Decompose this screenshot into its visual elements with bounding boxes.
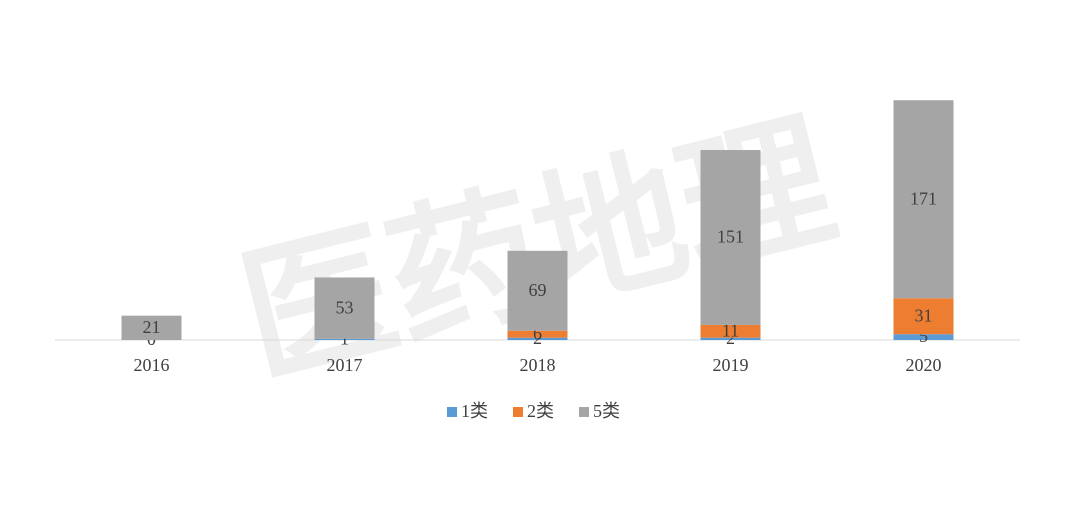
data-label: 31: [915, 305, 933, 325]
data-label: 151: [717, 227, 744, 247]
x-tick-label: 2017: [327, 355, 363, 375]
legend-swatch: [579, 407, 589, 417]
data-label: 2: [533, 328, 542, 348]
data-label: 2: [726, 328, 735, 348]
bar-segment: [893, 298, 954, 335]
legend-label: 2类: [527, 401, 554, 421]
bar-segment: [700, 324, 761, 338]
x-tick-label: 2016: [134, 355, 170, 375]
legend-swatch: [447, 407, 457, 417]
legend-label: 5类: [593, 401, 620, 421]
bar-segment: [507, 330, 568, 338]
bar-segment: [700, 337, 761, 340]
bar-segment: [121, 315, 182, 340]
x-tick-label: 2019: [713, 355, 749, 375]
bar-segment: [314, 277, 375, 339]
legend-label: 1类: [461, 401, 488, 421]
data-label: 171: [910, 188, 937, 208]
bar-segment: [314, 338, 375, 340]
x-tick-label: 2018: [520, 355, 556, 375]
data-label: 53: [336, 297, 354, 317]
bar-segment: [893, 100, 954, 299]
bar-segment: [507, 250, 568, 331]
bar-segment: [507, 337, 568, 340]
data-label: 6: [533, 323, 542, 343]
data-label: 21: [143, 317, 161, 337]
x-tick-label: 2020: [906, 355, 942, 375]
data-label: 5: [919, 326, 928, 346]
legend-swatch: [513, 407, 523, 417]
data-label: 11: [722, 320, 739, 340]
data-label: 69: [529, 280, 547, 300]
bar-segment: [700, 150, 761, 325]
bar-segment: [893, 334, 954, 340]
